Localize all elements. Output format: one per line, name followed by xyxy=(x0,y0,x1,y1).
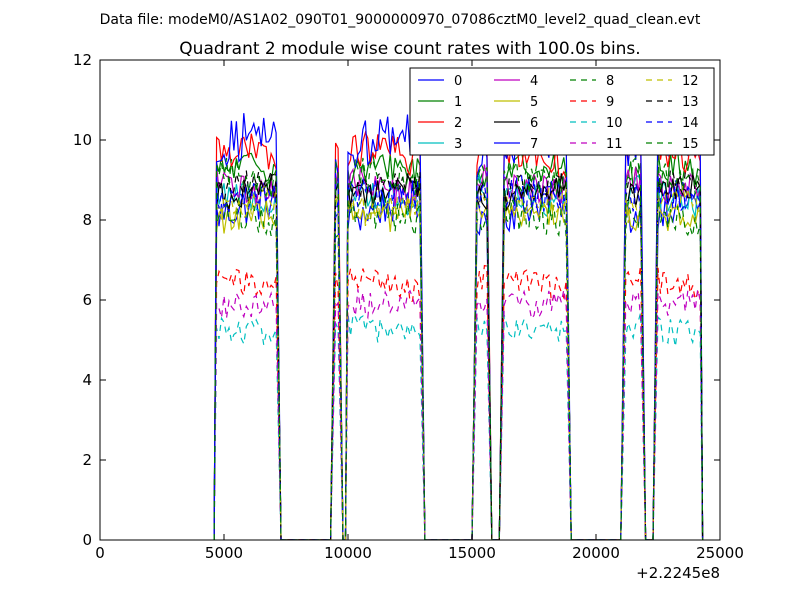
series-line-8 xyxy=(213,195,704,540)
legend-label: 5 xyxy=(530,95,538,110)
legend-label: 14 xyxy=(682,116,699,131)
y-tick-label: 2 xyxy=(82,451,92,469)
legend-label: 0 xyxy=(454,74,462,89)
series-layer xyxy=(213,111,704,540)
legend-label: 9 xyxy=(606,95,614,110)
x-tick-label: 10000 xyxy=(324,544,372,562)
legend-label: 10 xyxy=(606,116,623,131)
x-tick-label: 0 xyxy=(95,544,105,562)
figure-suptitle: Data file: modeM0/AS1A02_090T01_90000009… xyxy=(100,12,701,28)
series-line-11 xyxy=(213,289,704,540)
x-tick-label: 25000 xyxy=(696,544,744,562)
legend-label: 7 xyxy=(530,137,538,152)
x-offset-label: +2.2245e8 xyxy=(636,564,720,582)
legend-label: 15 xyxy=(682,137,699,152)
x-tick-label: 5000 xyxy=(205,544,243,562)
y-tick-label: 12 xyxy=(73,51,92,69)
series-line-15 xyxy=(213,157,704,540)
legend-label: 13 xyxy=(682,95,699,110)
legend-label: 6 xyxy=(530,116,538,131)
x-tick-label: 20000 xyxy=(572,544,620,562)
y-tick-label: 10 xyxy=(73,131,92,149)
legend-label: 2 xyxy=(454,116,462,131)
legend-box xyxy=(409,67,715,156)
legend-label: 12 xyxy=(682,74,699,89)
y-tick-label: 6 xyxy=(82,291,92,309)
chart-title: Quadrant 2 module wise count rates with … xyxy=(179,39,640,59)
y-tick-label: 4 xyxy=(82,371,92,389)
x-tick-label: 15000 xyxy=(448,544,496,562)
legend-label: 11 xyxy=(606,137,623,152)
legend-label: 4 xyxy=(530,74,538,89)
legend-label: 3 xyxy=(454,137,462,152)
y-tick-label: 8 xyxy=(82,211,92,229)
x-axis: 0 5000 10000 15000 20000 25000 xyxy=(95,60,744,562)
y-tick-label: 0 xyxy=(82,531,92,549)
legend-label: 1 xyxy=(454,95,462,110)
legend-label: 8 xyxy=(606,74,614,89)
